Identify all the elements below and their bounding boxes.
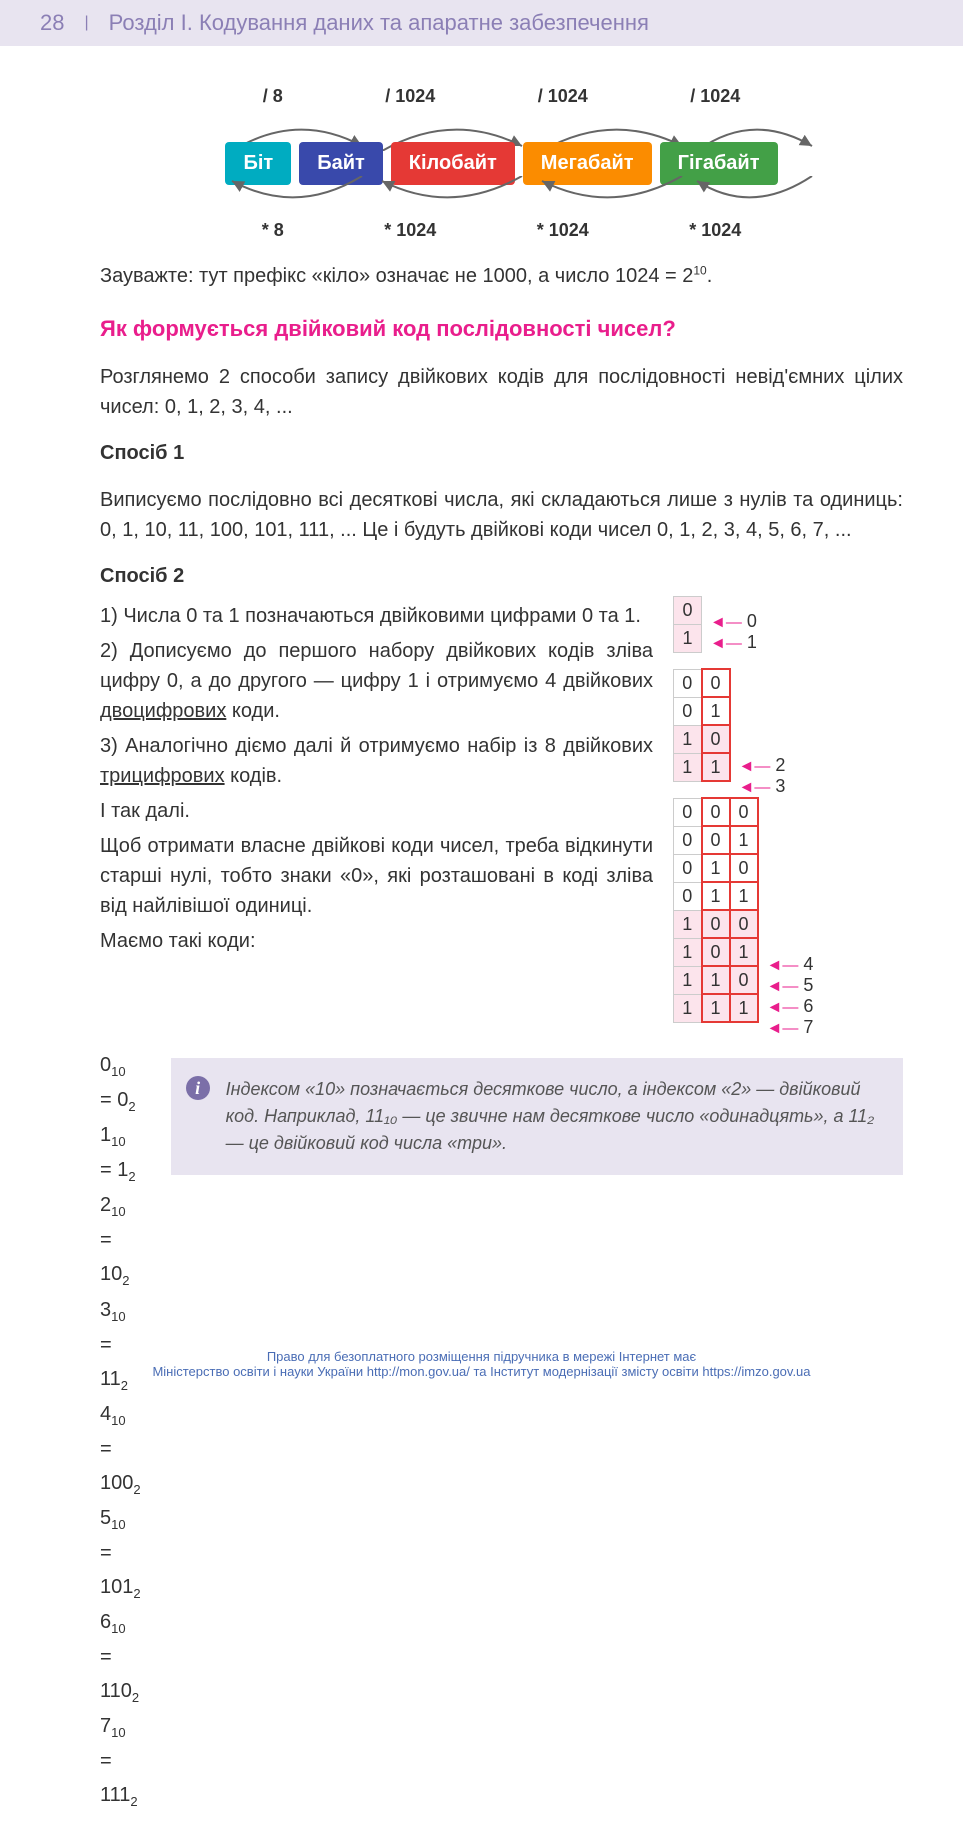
table3-labels: ◄— 4 ◄— 5 ◄— 6 ◄— 7 bbox=[767, 842, 814, 1038]
div-label: / 1024 bbox=[385, 86, 435, 107]
unit-box-gb: Гігабайт bbox=[660, 142, 778, 185]
unit-conversion-diagram: / 8 / 1024 / 1024 / 1024 Біт Байт Кілоба… bbox=[152, 86, 852, 241]
intro-para: Розглянемо 2 способи запису двійкових ко… bbox=[100, 362, 903, 422]
kilo-note: Зауважте: тут префікс «кіло» означає не … bbox=[100, 261, 903, 291]
section-title: Розділ І. Кодування даних та апаратне за… bbox=[109, 10, 649, 36]
continue-text: І так далі. bbox=[100, 796, 653, 826]
page-content: / 8 / 1024 / 1024 / 1024 Біт Байт Кілоба… bbox=[0, 46, 963, 1834]
page-footer: Право для безоплатного розміщення підруч… bbox=[0, 1349, 963, 1379]
unit-box-bit: Біт bbox=[225, 142, 291, 185]
method2-step2: 2) Дописуємо до першого набору двійкових… bbox=[100, 636, 653, 726]
bottom-row: 010 = 02110 = 12210 = 102310 = 112410 = … bbox=[100, 1038, 903, 1814]
mult-label: * 8 bbox=[262, 220, 284, 241]
unit-box-byte: Байт bbox=[299, 142, 383, 185]
division-labels-row: / 8 / 1024 / 1024 / 1024 bbox=[152, 86, 852, 107]
footer-line1: Право для безоплатного розміщення підруч… bbox=[0, 1349, 963, 1364]
method2-step3: 3) Аналогічно діємо далі й отримуємо наб… bbox=[100, 731, 653, 791]
unit-box-mb: Мегабайт bbox=[523, 142, 652, 185]
table1-labels: ◄— 0 ◄— 1 bbox=[710, 611, 757, 653]
binary-table-2: 00 01 10 11 bbox=[673, 668, 731, 782]
binary-tables-col: 0 1 ◄— 0 ◄— 1 00 01 10 11 ◄— bbox=[673, 596, 903, 1038]
mult-label: * 1024 bbox=[689, 220, 741, 241]
div-label: / 8 bbox=[263, 86, 283, 107]
page-header: 28 | Розділ І. Кодування даних та апарат… bbox=[0, 0, 963, 46]
div-label: / 1024 bbox=[690, 86, 740, 107]
unit-box-kb: Кілобайт bbox=[391, 142, 515, 185]
unit-boxes-row: Біт Байт Кілобайт Мегабайт Гігабайт bbox=[152, 142, 852, 185]
info-box: i Індексом «10» позначається десяткове ч… bbox=[171, 1058, 903, 1175]
method2-layout: 1) Числа 0 та 1 позначаються двійковими … bbox=[100, 596, 903, 1038]
table1-wrap: 0 1 ◄— 0 ◄— 1 bbox=[673, 596, 903, 668]
method2-text-col: 1) Числа 0 та 1 позначаються двійковими … bbox=[100, 596, 653, 1038]
binary-table-1: 0 1 bbox=[673, 596, 702, 653]
page-number: 28 bbox=[40, 10, 64, 36]
method1-title: Спосіб 1 bbox=[100, 442, 903, 465]
mult-labels-row: * 8 * 1024 * 1024 * 1024 bbox=[152, 220, 852, 241]
binary-table-3: 000 001 010 011 100 101 110 111 bbox=[673, 797, 759, 1023]
discard-text: Щоб отримати власне двійкові коди чисел,… bbox=[100, 831, 653, 921]
method1-text: Виписуємо послідовно всі десяткові числа… bbox=[100, 485, 903, 545]
method2-title: Спосіб 2 bbox=[100, 565, 903, 588]
mult-label: * 1024 bbox=[384, 220, 436, 241]
table3-wrap: 000 001 010 011 100 101 110 111 ◄— 4 ◄— … bbox=[673, 797, 903, 1038]
table2-labels: ◄— 2 ◄— 3 bbox=[739, 699, 786, 797]
code-list: 010 = 02110 = 12210 = 102310 = 112410 = … bbox=[100, 1048, 141, 1814]
binary-heading: Як формується двійковий код послідовност… bbox=[100, 316, 903, 342]
header-separator: | bbox=[84, 14, 88, 32]
codes-intro: Маємо такі коди: bbox=[100, 926, 653, 956]
method2-step1: 1) Числа 0 та 1 позначаються двійковими … bbox=[100, 601, 653, 631]
div-label: / 1024 bbox=[538, 86, 588, 107]
mult-label: * 1024 bbox=[537, 220, 589, 241]
footer-line2: Міністерство освіти і науки України http… bbox=[0, 1364, 963, 1379]
table2-wrap: 00 01 10 11 ◄— 2 ◄— 3 bbox=[673, 668, 903, 797]
info-text: Індексом «10» позначається десяткове чис… bbox=[226, 1079, 875, 1153]
info-icon: i bbox=[186, 1076, 210, 1100]
